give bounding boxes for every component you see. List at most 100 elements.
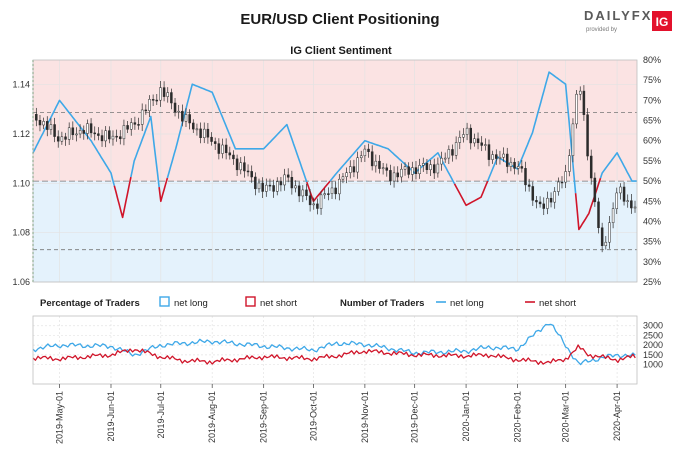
x-tick-label-1: 2019-Jun-01 bbox=[106, 391, 116, 442]
candle-body-46 bbox=[202, 128, 206, 138]
y-right-tick-11: 80% bbox=[643, 55, 661, 65]
candle-body-101 bbox=[403, 166, 407, 170]
candle-body-85 bbox=[345, 172, 348, 177]
candle-body-39 bbox=[177, 110, 180, 113]
candle-body-151 bbox=[586, 114, 589, 157]
x-tick-label-9: 2020-Feb-01 bbox=[513, 391, 523, 443]
candle-body-45 bbox=[199, 128, 202, 138]
candle-body-147 bbox=[571, 123, 575, 156]
candle-body-109 bbox=[432, 164, 436, 174]
candle-body-127 bbox=[498, 156, 502, 159]
x-tick-label-8: 2020-Jan-01 bbox=[461, 391, 471, 442]
candle-body-125 bbox=[491, 154, 494, 160]
candle-body-28 bbox=[137, 124, 140, 126]
sentiment-line-segment-2 bbox=[130, 115, 160, 188]
x-tick-label-2: 2019-Jul-01 bbox=[156, 391, 166, 439]
candle-body-115 bbox=[454, 142, 458, 156]
candle-body-49 bbox=[213, 141, 217, 144]
y-right-tick-1: 30% bbox=[643, 257, 661, 267]
candle-body-80 bbox=[327, 193, 330, 195]
sentiment-line-segment-3 bbox=[158, 177, 169, 203]
candle-body-135 bbox=[527, 184, 531, 187]
traders-plot-frame bbox=[32, 315, 638, 385]
y-left-tick-2: 1.10 bbox=[12, 178, 30, 188]
y-left-tick-3: 1.12 bbox=[12, 129, 30, 139]
candle-body-117 bbox=[462, 134, 465, 138]
candle-body-87 bbox=[352, 166, 356, 173]
candle-body-15 bbox=[89, 123, 93, 134]
candle-body-130 bbox=[509, 161, 513, 167]
sentiment-line-segment-4 bbox=[166, 83, 308, 183]
candle-body-98 bbox=[392, 172, 396, 182]
candle-body-153 bbox=[593, 177, 597, 203]
candle-body-73 bbox=[301, 189, 305, 197]
x-axis: 2019-May-01 2019-Jun-01 2019-Jul-01 2019-Au… bbox=[55, 384, 622, 444]
candle-body-154 bbox=[597, 201, 600, 228]
candle-body-139 bbox=[542, 203, 545, 209]
candle-body-55 bbox=[235, 158, 239, 171]
legend-num-long: net long bbox=[450, 298, 484, 309]
y-right-tick-9: 70% bbox=[643, 95, 661, 105]
candle-body-20 bbox=[108, 130, 111, 140]
candle-body-30 bbox=[144, 109, 148, 112]
legend-pct-short-swatch bbox=[245, 296, 256, 307]
x-tick-label-7: 2019-Dec-01 bbox=[410, 391, 420, 443]
candle-body-23 bbox=[119, 136, 122, 140]
candle-body-106 bbox=[422, 163, 425, 166]
candle-body-92 bbox=[370, 151, 374, 167]
candle-body-67 bbox=[279, 181, 283, 186]
candle-body-35 bbox=[162, 87, 166, 97]
candle-body-110 bbox=[436, 163, 440, 174]
y-right-tick-8: 65% bbox=[643, 116, 661, 126]
chart-title: EUR/USD Client Positioning bbox=[240, 11, 439, 28]
candle-body-144 bbox=[560, 181, 564, 184]
x-tick-label-6: 2019-Nov-01 bbox=[360, 391, 370, 443]
y-right-tick-10: 75% bbox=[643, 75, 661, 85]
candle-body-158 bbox=[611, 208, 615, 223]
x-tick-label-0: 2019-May-01 bbox=[55, 391, 65, 444]
sentiment-plot-frame bbox=[32, 59, 638, 283]
candle-body-150 bbox=[582, 90, 586, 115]
sentiment-line-segment-1 bbox=[113, 176, 132, 219]
sentiment-subtitle: IG Client Sentiment bbox=[290, 45, 392, 57]
candle-body-43 bbox=[192, 122, 195, 130]
sentiment-panel: 1.06 1.08 1.10 1.12 1.14 25% 30% 35% 40% 45% 50% 55… bbox=[12, 55, 661, 287]
candle-body-29 bbox=[140, 109, 144, 125]
candle-body-60 bbox=[254, 176, 257, 190]
candle-body-83 bbox=[338, 178, 341, 195]
y-right-tick-7: 60% bbox=[643, 136, 661, 146]
candle-body-89 bbox=[359, 155, 363, 159]
candle-body-99 bbox=[396, 172, 399, 178]
candle-body-10 bbox=[71, 127, 75, 136]
candle-body-37 bbox=[170, 92, 173, 104]
candle-body-146 bbox=[568, 155, 571, 172]
bottom-y-tick-1: 1500 bbox=[643, 350, 663, 360]
candle-body-61 bbox=[257, 182, 261, 190]
candle-body-145 bbox=[564, 171, 567, 183]
candle-body-134 bbox=[524, 168, 527, 186]
candle-body-56 bbox=[239, 162, 242, 171]
bottom-y-tick-2: 2000 bbox=[643, 340, 663, 350]
candle-body-36 bbox=[166, 92, 169, 97]
candle-body-79 bbox=[323, 193, 326, 196]
candle-body-4 bbox=[49, 124, 53, 130]
bottom-y-tick-3: 2500 bbox=[643, 330, 663, 340]
y-right-tick-0: 25% bbox=[643, 277, 661, 287]
candle-body-52 bbox=[224, 144, 228, 154]
candle-body-58 bbox=[246, 170, 250, 173]
candle-body-86 bbox=[349, 166, 352, 173]
candle-body-5 bbox=[53, 124, 56, 137]
candle-body-31 bbox=[148, 99, 151, 111]
candle-body-70 bbox=[290, 177, 294, 189]
candle-body-152 bbox=[589, 155, 593, 179]
legend-num-title: Number of Traders bbox=[340, 298, 424, 309]
candle-body-159 bbox=[615, 192, 619, 209]
y-right-tick-6: 55% bbox=[643, 156, 661, 166]
candle-body-64 bbox=[268, 184, 272, 187]
candle-body-143 bbox=[557, 181, 560, 192]
bottom-y-tick-0: 1000 bbox=[643, 360, 663, 370]
candle-body-76 bbox=[312, 203, 316, 206]
candle-body-119 bbox=[469, 127, 472, 144]
